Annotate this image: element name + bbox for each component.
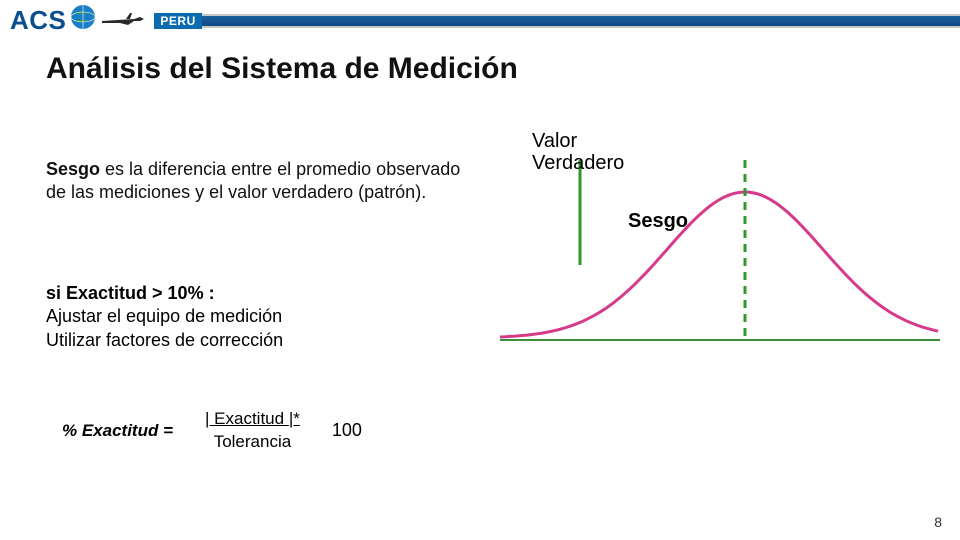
true-value-label-l2: Verdadero [532,152,624,174]
header-stripe [180,14,960,28]
exactitud-block: si Exactitud > 10% : Ajustar el equipo d… [46,282,283,352]
formula-lhs: % Exactitud = [62,421,173,441]
formula: % Exactitud = | Exactitud |* Tolerancia … [62,410,362,451]
formula-numerator: | Exactitud |* [201,410,304,431]
sesgo-label: Sesgo [628,210,688,233]
header: ACS PERU [0,0,960,44]
formula-fraction: | Exactitud |* Tolerancia [201,410,304,451]
true-value-label-l1: Valor [532,130,577,152]
page-number: 8 [934,514,942,530]
num-post: |* [289,409,300,428]
exact-heading: si Exactitud > 10% : [46,282,283,305]
logo-tag: PERU [154,13,201,29]
logo-text: ACS [10,5,66,36]
page-title: Análisis del Sistema de Medición [46,52,518,86]
logo: ACS PERU [10,2,202,39]
plane-icon [100,5,148,36]
formula-rhs: 100 [332,420,362,441]
formula-denominator: Tolerancia [214,431,292,452]
exact-line-1: Ajustar el equipo de medición [46,305,283,328]
term-rest: es la diferencia entre el promedio obser… [46,159,460,202]
num-pre: | [205,409,214,428]
definition-paragraph: Sesgo es la diferencia entre el promedio… [46,158,476,221]
true-value-label: Valor Verdadero [532,130,624,174]
num-mid: Exactitud [214,409,289,428]
exact-line-2: Utilizar factores de corrección [46,329,283,352]
term-bold: Sesgo [46,159,100,179]
bias-chart: Valor Verdadero Sesgo [500,130,940,380]
globe-icon [68,2,98,39]
